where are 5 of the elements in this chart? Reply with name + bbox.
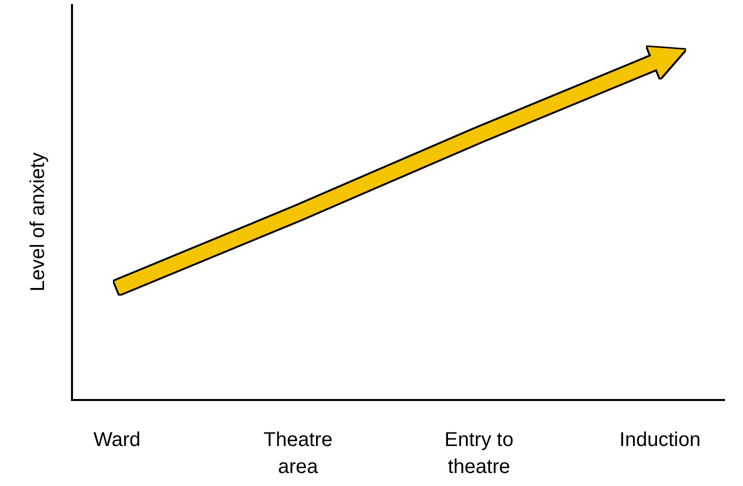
y-axis-title: Level of anxiety [27, 152, 49, 292]
x-tick-label: Induction [619, 429, 701, 451]
x-tick-label: Ward [93, 429, 141, 451]
x-tick-label: Entry to theatre [444, 429, 514, 478]
x-tick-label: Theatre area [264, 429, 332, 478]
